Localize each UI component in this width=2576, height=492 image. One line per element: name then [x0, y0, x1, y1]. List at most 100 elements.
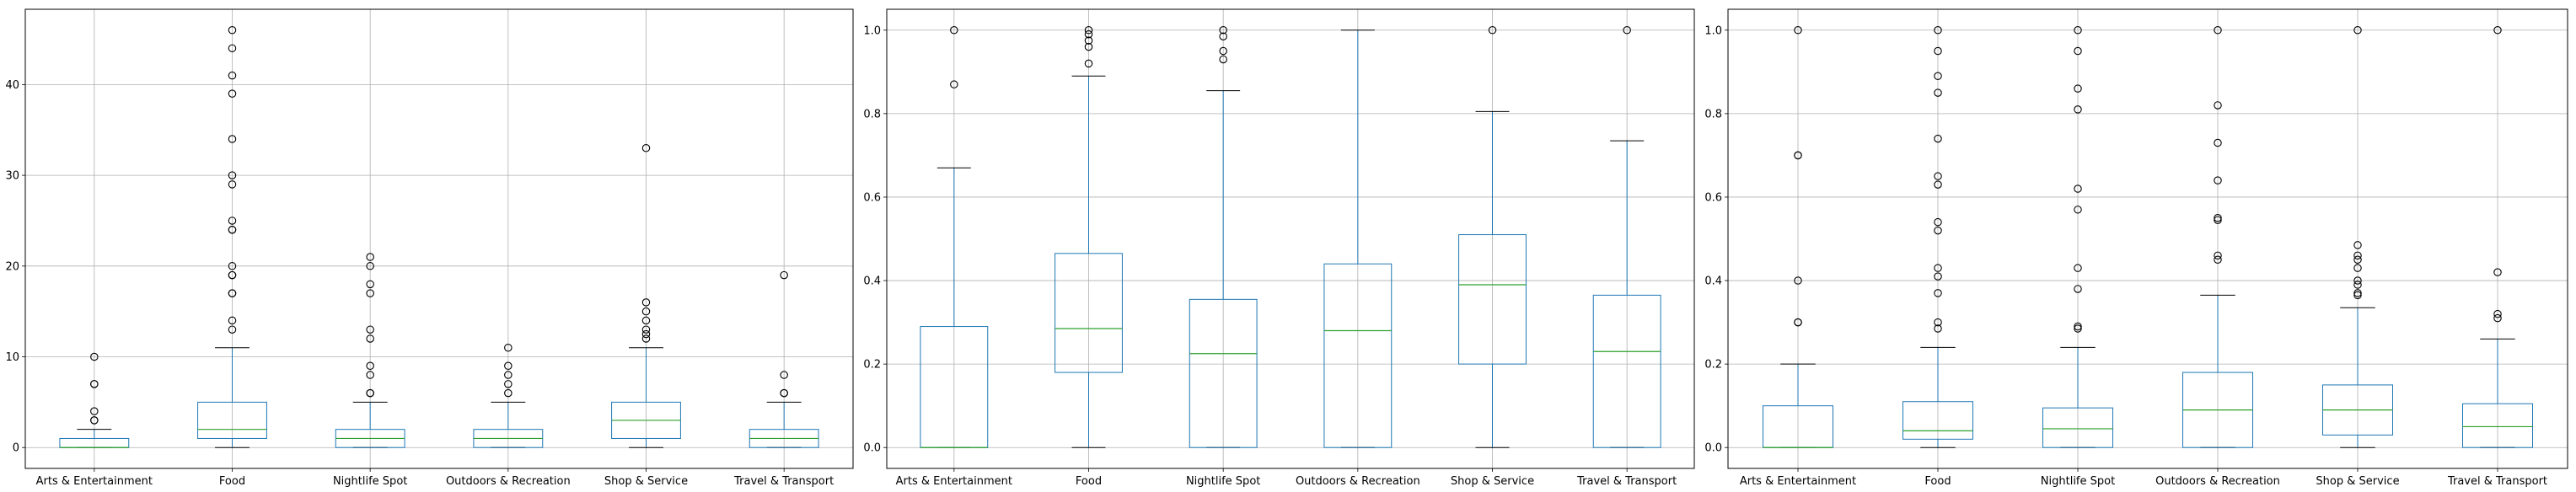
iqr-box — [2462, 403, 2533, 448]
outlier-point — [641, 144, 651, 152]
outlier-point — [2074, 105, 2082, 114]
outlier-point — [1934, 46, 1942, 56]
boxplot-panel-counts: 0 10 20 30 40 Arts & Entertainment Food Nightli… — [5, 8, 854, 488]
outlier-point — [950, 26, 958, 35]
outlier-point — [366, 334, 374, 343]
outlier-point — [228, 225, 237, 234]
outlier-point — [228, 89, 237, 98]
outlier-point — [641, 298, 651, 307]
iqr-box — [1055, 253, 1123, 373]
y-tick-label: 20 — [5, 260, 19, 273]
x-tick-label-shop-and-service: Shop & Service — [2316, 475, 2399, 488]
box-nightlife-spot — [1189, 26, 1258, 448]
x-tick-label-travel-and-transport: Travel & Transport — [1576, 475, 1677, 488]
x-tick-label-nightlife-spot: Nightlife Spot — [2041, 475, 2115, 488]
box-shop-and-service — [611, 144, 681, 448]
x-tick-label-nightlife-spot: Nightlife Spot — [1186, 475, 1260, 488]
outlier-point — [366, 280, 374, 289]
x-tick-label-outdoors-and-recreation: Outdoors & Recreation — [446, 475, 571, 488]
outlier-point — [1934, 172, 1942, 180]
iqr-box — [1592, 294, 1661, 448]
outlier-point — [641, 329, 651, 339]
outlier-point — [366, 371, 374, 379]
y-tick-label: 30 — [5, 170, 19, 183]
outlier-point — [2493, 313, 2502, 323]
outlier-point — [950, 80, 958, 88]
outlier-point — [2353, 26, 2362, 35]
outlier-point — [90, 352, 99, 361]
outlier-point — [2074, 184, 2082, 193]
outlier-point — [2074, 285, 2082, 293]
box-travel-and-transport — [1592, 26, 1661, 448]
box-nightlife-spot — [2042, 26, 2113, 448]
outlier-point — [641, 334, 651, 343]
axes-frame — [1727, 8, 2568, 469]
outlier-point — [1084, 36, 1093, 45]
y-tick-label: 0.0 — [1704, 442, 1722, 455]
x-tick-label-arts-and-entertainment: Arts & Entertainment — [1740, 475, 1856, 488]
outlier-point — [228, 270, 237, 280]
outlier-point — [1934, 324, 1942, 333]
box-nightlife-spot — [335, 253, 405, 448]
box-travel-and-transport — [749, 270, 819, 448]
outlier-point — [2214, 216, 2222, 224]
y-tick-label: 0.2 — [1704, 359, 1722, 372]
outlier-point — [90, 407, 99, 415]
y-tick-label: 0.8 — [1704, 108, 1722, 120]
outlier-point — [366, 388, 374, 398]
iqr-box — [1458, 234, 1527, 365]
outlier-point — [2353, 241, 2362, 249]
outlier-point — [1934, 226, 1942, 235]
outlier-point — [228, 262, 237, 270]
outlier-point — [1794, 151, 1802, 160]
y-tick-label: 40 — [5, 79, 19, 92]
outlier-point — [1934, 72, 1942, 81]
outlier-point — [2214, 26, 2222, 35]
outlier-point — [2214, 176, 2222, 184]
outlier-point — [90, 380, 99, 388]
box-food — [1902, 26, 1973, 448]
outlier-point — [1934, 217, 1942, 227]
outlier-point — [504, 388, 513, 398]
outlier-point — [366, 289, 374, 297]
box-shop-and-service — [2322, 26, 2393, 448]
outlier-point — [1084, 26, 1093, 35]
outlier-point — [1794, 276, 1802, 285]
iqr-box — [1323, 263, 1393, 448]
outlier-point — [366, 253, 374, 261]
box-arts-and-entertainment — [1763, 26, 1833, 448]
outlier-point — [2074, 26, 2082, 35]
iqr-box — [2042, 407, 2113, 448]
outlier-point — [228, 180, 237, 189]
outlier-point — [504, 380, 513, 388]
outlier-point — [2353, 281, 2362, 289]
outlier-point — [2353, 291, 2362, 300]
outlier-point — [2214, 255, 2222, 265]
outlier-point — [2214, 101, 2222, 110]
x-tick-label-shop-and-service: Shop & Service — [1451, 475, 1534, 488]
outlier-point — [1084, 29, 1093, 39]
outlier-point — [228, 289, 237, 297]
outlier-point — [1934, 264, 1942, 272]
y-tick-label: 0.4 — [863, 275, 881, 288]
x-tick-label-outdoors-and-recreation: Outdoors & Recreation — [2155, 475, 2280, 488]
outlier-point — [1934, 26, 1942, 35]
y-tick-label: 0.6 — [1704, 191, 1722, 204]
outlier-point — [228, 26, 237, 35]
box-arts-and-entertainment — [920, 26, 989, 448]
y-tick-label: 10 — [5, 351, 19, 364]
outlier-point — [641, 325, 651, 334]
outlier-point — [2074, 206, 2082, 214]
outlier-point — [1219, 32, 1227, 40]
iqr-box — [1189, 298, 1258, 448]
outlier-point — [90, 416, 99, 425]
outlier-point — [780, 371, 788, 379]
outlier-point — [1794, 26, 1802, 35]
outlier-point — [2353, 251, 2362, 260]
x-tick-label-food: Food — [1076, 475, 1102, 488]
outlier-point — [2493, 26, 2502, 35]
outlier-point — [2074, 84, 2082, 93]
outlier-point — [2493, 268, 2502, 276]
outlier-point — [366, 262, 374, 270]
